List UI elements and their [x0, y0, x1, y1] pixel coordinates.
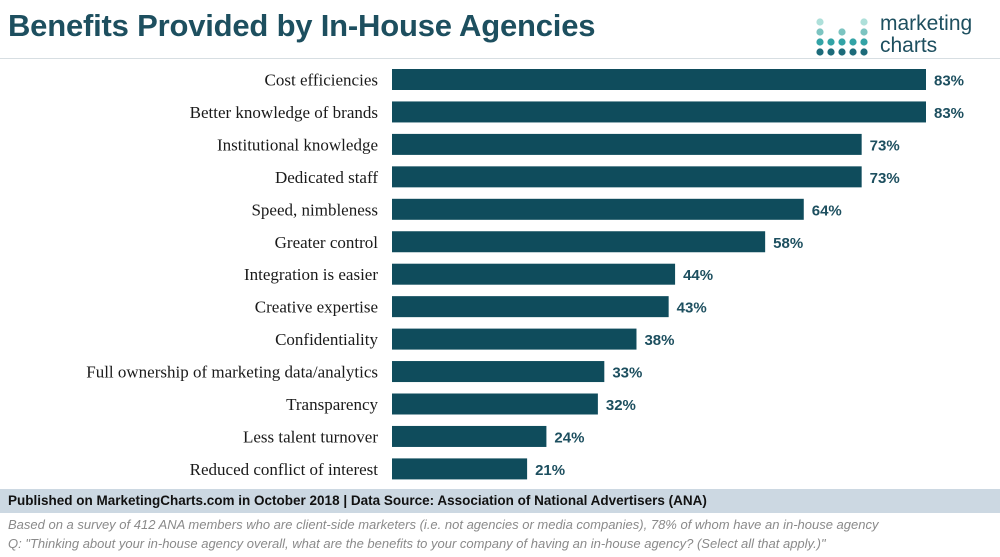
bar: [392, 198, 804, 220]
bar: [392, 166, 862, 188]
bar: [392, 425, 547, 447]
logo-dot: [816, 48, 824, 56]
logo-dot: [816, 18, 824, 26]
logo-dot: [860, 48, 868, 56]
logo-dot: [860, 18, 868, 26]
category-label: Creative expertise: [255, 298, 378, 317]
logo-dot: [838, 48, 846, 56]
bar: [392, 296, 669, 318]
title-divider: [0, 58, 1000, 59]
bar: [392, 361, 605, 383]
question-note: Q: "Thinking about your in-house agency …: [8, 536, 826, 551]
value-label: 64%: [812, 202, 842, 219]
logo-dot: [827, 48, 835, 56]
source-line: Published on MarketingCharts.com in Octo…: [0, 489, 1000, 513]
logo-dot: [860, 28, 868, 36]
bar: [392, 328, 637, 350]
value-label: 44%: [683, 267, 713, 284]
survey-note: Based on a survey of 412 ANA members who…: [8, 517, 879, 532]
logo-text-marketing: marketing: [880, 12, 973, 35]
logo-dot: [838, 38, 846, 46]
bar: [392, 458, 528, 480]
category-label: Transparency: [286, 395, 378, 414]
logo-dot: [816, 28, 824, 36]
bar: [392, 69, 926, 90]
value-label: 73%: [870, 170, 900, 187]
bar: [392, 263, 676, 285]
logo-dot: [816, 38, 824, 46]
bar: [392, 101, 926, 123]
logo-dots-icon: [816, 18, 868, 56]
category-label: Dedicated staff: [275, 168, 378, 187]
bar: [392, 393, 598, 415]
category-label: Integration is easier: [244, 265, 378, 284]
category-label: Less talent turnover: [243, 427, 378, 446]
category-label: Confidentiality: [275, 330, 378, 349]
logo-dot: [849, 48, 857, 56]
logo-text-charts: charts: [880, 34, 938, 57]
value-label: 32%: [606, 397, 636, 414]
bar: [392, 231, 766, 253]
bar: [392, 133, 862, 155]
marketingcharts-logo: marketing charts: [814, 12, 994, 58]
value-label: 83%: [934, 73, 964, 90]
value-label: 83%: [934, 105, 964, 122]
value-label: 24%: [554, 429, 584, 446]
chart-title: Benefits Provided by In-House Agencies: [8, 8, 596, 43]
value-label: 33%: [612, 365, 642, 382]
value-label: 43%: [677, 300, 707, 317]
category-label: Better knowledge of brands: [190, 103, 378, 122]
category-label: Cost efficiencies: [265, 71, 378, 90]
value-label: 58%: [773, 235, 803, 252]
logo-dot: [827, 38, 835, 46]
category-label: Full ownership of marketing data/analyti…: [86, 363, 378, 382]
logo-dot: [860, 38, 868, 46]
bar-chart: Cost efficiencies 83% Better knowledge of …: [86, 69, 964, 480]
logo-dot: [838, 28, 846, 36]
value-label: 38%: [644, 332, 674, 349]
category-label: Speed, nimbleness: [251, 200, 378, 219]
category-label: Greater control: [275, 233, 379, 252]
value-label: 21%: [535, 462, 565, 479]
value-label: 73%: [870, 137, 900, 154]
category-label: Reduced conflict of interest: [190, 460, 379, 479]
category-label: Institutional knowledge: [217, 135, 378, 154]
logo-dot: [849, 38, 857, 46]
